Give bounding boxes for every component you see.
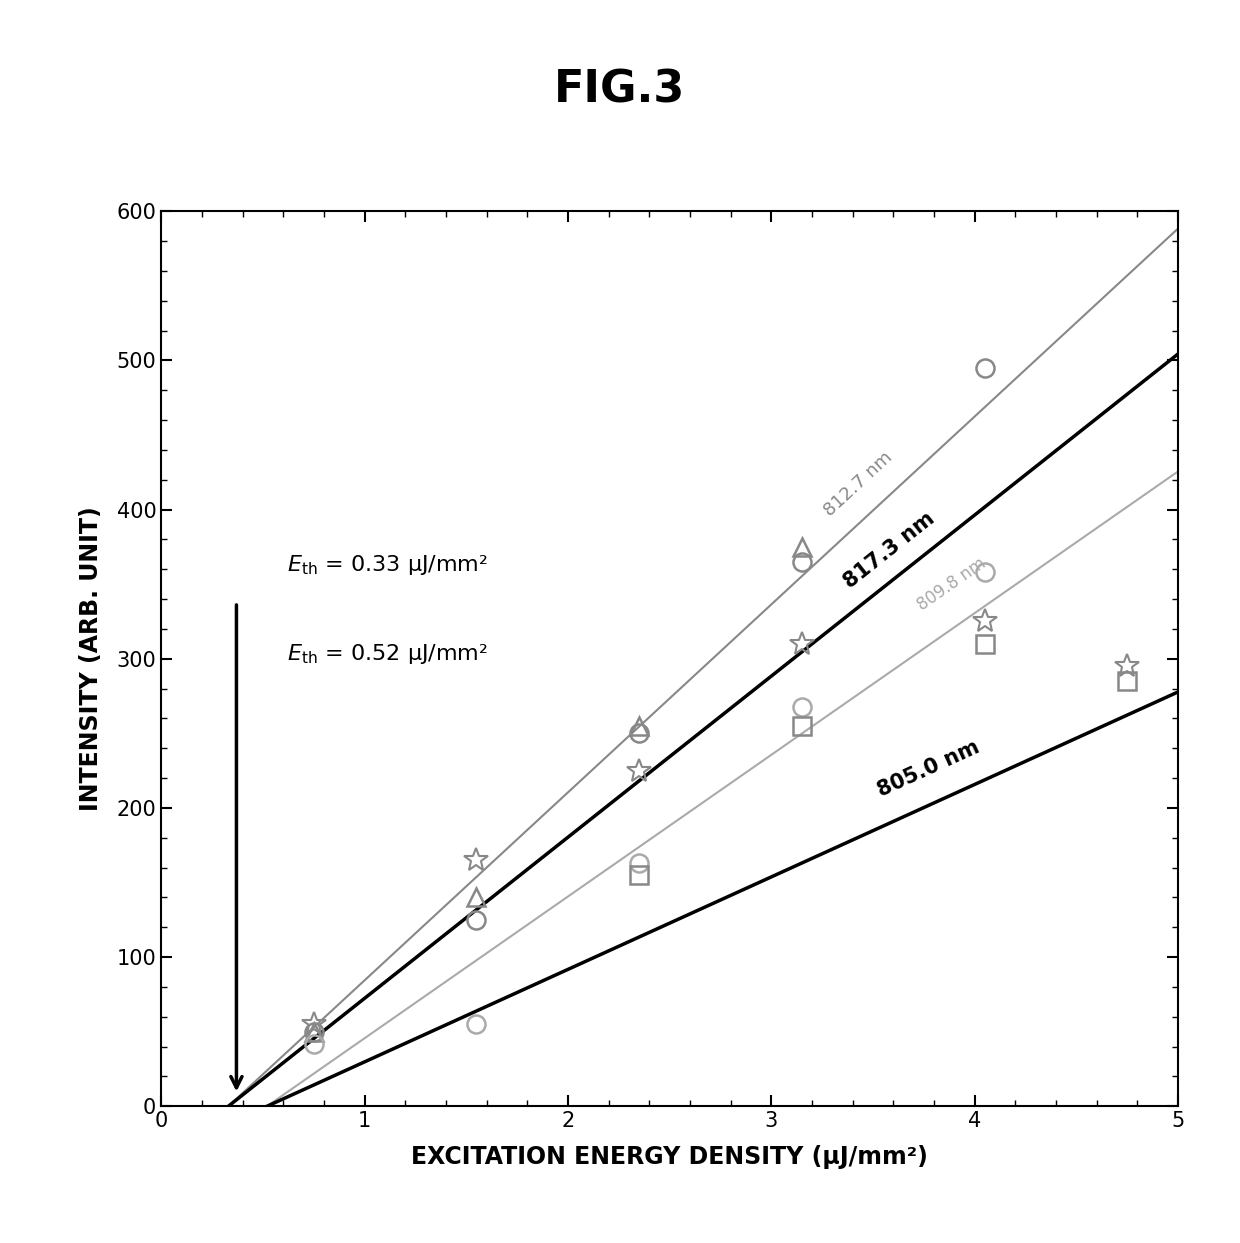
Text: 817.3 nm: 817.3 nm [841, 508, 939, 592]
Y-axis label: INTENSITY (ARB. UNIT): INTENSITY (ARB. UNIT) [78, 506, 103, 812]
Text: 809.8 nm: 809.8 nm [914, 554, 988, 614]
Text: FIG.3: FIG.3 [554, 68, 686, 112]
Text: 805.0 nm: 805.0 nm [875, 737, 983, 800]
Text: $\mathit{E}_{\mathrm{th}}$ = 0.52 μJ/mm²: $\mathit{E}_{\mathrm{th}}$ = 0.52 μJ/mm² [288, 643, 489, 666]
X-axis label: EXCITATION ENERGY DENSITY (μJ/mm²): EXCITATION ENERGY DENSITY (μJ/mm²) [412, 1145, 928, 1168]
Text: 812.7 nm: 812.7 nm [820, 449, 895, 520]
Text: $\mathit{E}_{\mathrm{th}}$ = 0.33 μJ/mm²: $\mathit{E}_{\mathrm{th}}$ = 0.33 μJ/mm² [288, 553, 489, 577]
